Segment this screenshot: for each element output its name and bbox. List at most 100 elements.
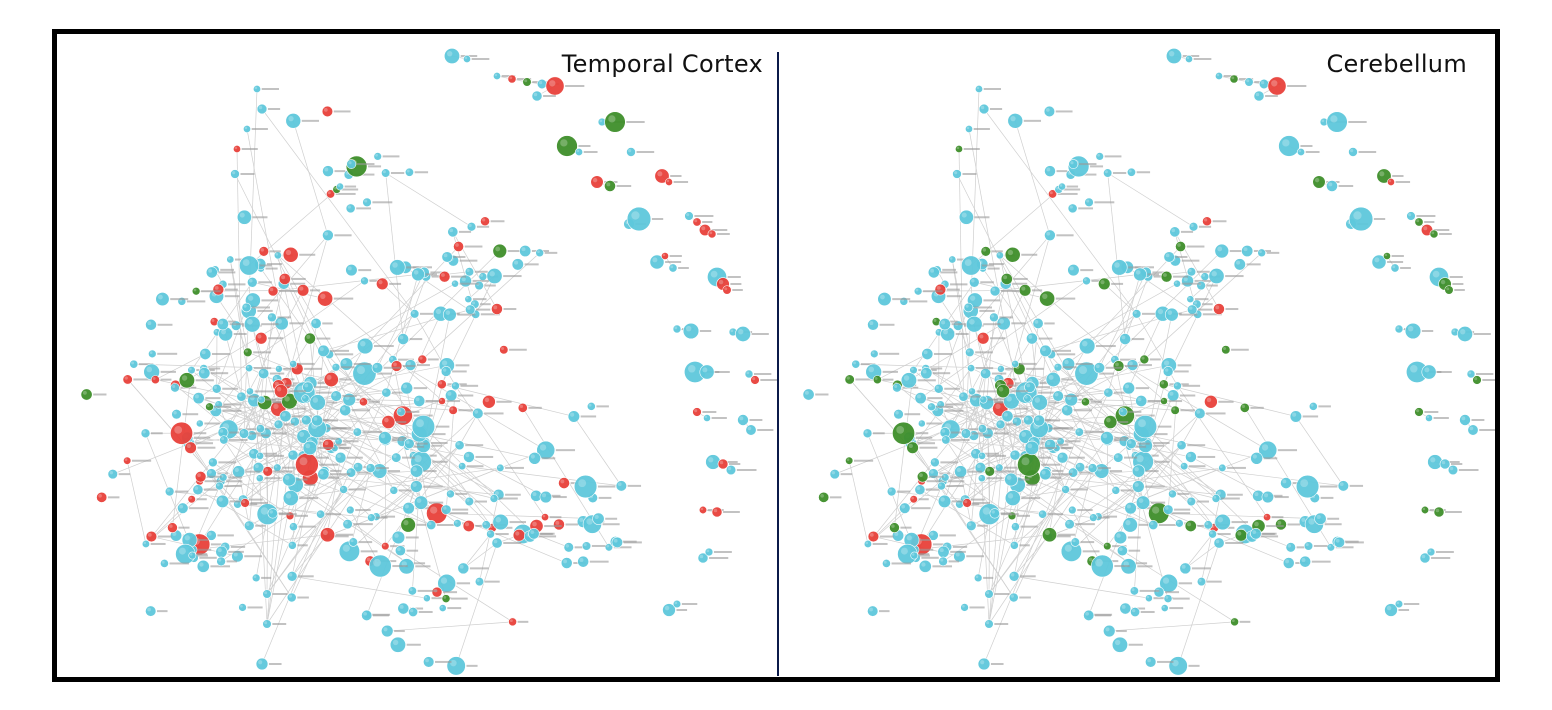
node-highlight <box>975 575 979 579</box>
network-node <box>867 605 879 617</box>
node-highlight <box>1046 231 1051 236</box>
node-label-mark <box>446 400 461 403</box>
node-label-mark <box>390 172 405 175</box>
node-highlight <box>247 319 253 325</box>
node-highlight <box>218 497 223 502</box>
node-highlight <box>1474 377 1478 381</box>
network-node <box>1333 536 1345 549</box>
node-label-mark <box>1145 470 1159 473</box>
network-node <box>345 264 358 277</box>
network-edge <box>305 398 454 411</box>
edge-layer <box>112 55 756 666</box>
node-highlight <box>1007 249 1014 256</box>
node-highlight <box>1046 441 1051 446</box>
node-highlight <box>982 248 987 252</box>
node-highlight <box>1112 356 1116 360</box>
node-highlight <box>342 544 350 552</box>
network-node <box>426 520 437 530</box>
node-label-mark <box>1150 501 1166 504</box>
node-highlight <box>688 365 696 373</box>
node-label-mark <box>1433 229 1450 231</box>
network-node <box>212 283 225 296</box>
node-highlight <box>366 557 371 562</box>
node-highlight <box>313 416 318 421</box>
network-node <box>995 463 1004 472</box>
node-highlight <box>883 560 887 564</box>
node-label-mark <box>1449 276 1463 278</box>
node-label-mark <box>1117 421 1129 424</box>
node-label-mark <box>391 391 410 394</box>
node-label-mark <box>946 295 962 298</box>
network-edge <box>223 439 408 564</box>
node-label-mark <box>195 442 214 445</box>
node-highlight <box>1350 149 1354 153</box>
node-label-mark <box>1066 185 1079 188</box>
network-node <box>286 592 297 603</box>
node-highlight <box>1064 359 1069 365</box>
node-label-mark <box>900 526 912 529</box>
node-highlight <box>706 549 710 553</box>
network-edge <box>261 108 415 315</box>
network-node <box>493 72 501 80</box>
network-edge <box>1007 235 1051 384</box>
node-highlight <box>412 467 417 472</box>
network-node <box>282 246 299 263</box>
network-node <box>535 248 544 258</box>
node-label-mark <box>987 427 1006 430</box>
network-node <box>441 504 452 515</box>
node-label-mark <box>904 413 921 416</box>
node-highlight <box>1034 397 1041 403</box>
network-edge <box>198 397 397 458</box>
network-node <box>1213 537 1225 549</box>
node-label-mark <box>872 542 888 545</box>
node-label-mark <box>204 488 218 491</box>
node-highlight <box>1082 399 1086 403</box>
network-node <box>482 395 496 409</box>
network-node <box>703 414 711 422</box>
node-label-mark <box>414 171 429 174</box>
node-label-mark <box>218 461 236 464</box>
node-highlight <box>443 506 447 510</box>
node-highlight <box>1041 470 1046 475</box>
network-edge <box>419 433 535 459</box>
node-label-mark <box>602 523 620 526</box>
node-highlight <box>982 507 991 515</box>
node-label-mark <box>673 181 689 183</box>
node-label-mark <box>476 225 490 228</box>
node-highlight <box>685 325 692 332</box>
node-highlight <box>435 308 442 315</box>
node-highlight <box>342 359 347 365</box>
network-node <box>1429 229 1439 239</box>
node-label-mark <box>368 400 381 403</box>
node-highlight <box>980 105 985 110</box>
node-highlight <box>367 465 371 469</box>
node-label-mark <box>1073 409 1093 412</box>
network-node <box>1187 304 1198 315</box>
node-label-mark <box>484 580 500 583</box>
network-node <box>331 362 341 372</box>
network-node <box>984 619 994 629</box>
node-highlight <box>257 475 261 479</box>
network-node <box>316 509 326 519</box>
node-label-mark <box>982 452 999 455</box>
node-highlight <box>1095 364 1100 369</box>
network-node <box>296 284 310 297</box>
node-highlight <box>439 398 443 402</box>
network-node <box>519 244 532 258</box>
node-highlight <box>1282 139 1290 147</box>
node-label-mark <box>316 337 331 340</box>
node-highlight <box>324 441 329 446</box>
node-highlight <box>1449 466 1454 471</box>
node-label-mark <box>339 447 350 450</box>
network-node <box>1009 449 1021 461</box>
node-label-mark <box>249 432 261 435</box>
node-highlight <box>194 486 199 490</box>
node-highlight <box>465 522 470 527</box>
node-highlight <box>277 318 282 324</box>
network-edge <box>951 259 971 353</box>
node-label-mark <box>1157 660 1174 663</box>
node-highlight <box>1237 531 1242 536</box>
node-label-mark <box>979 434 992 437</box>
network-node <box>80 388 93 401</box>
node-highlight <box>1146 595 1150 599</box>
